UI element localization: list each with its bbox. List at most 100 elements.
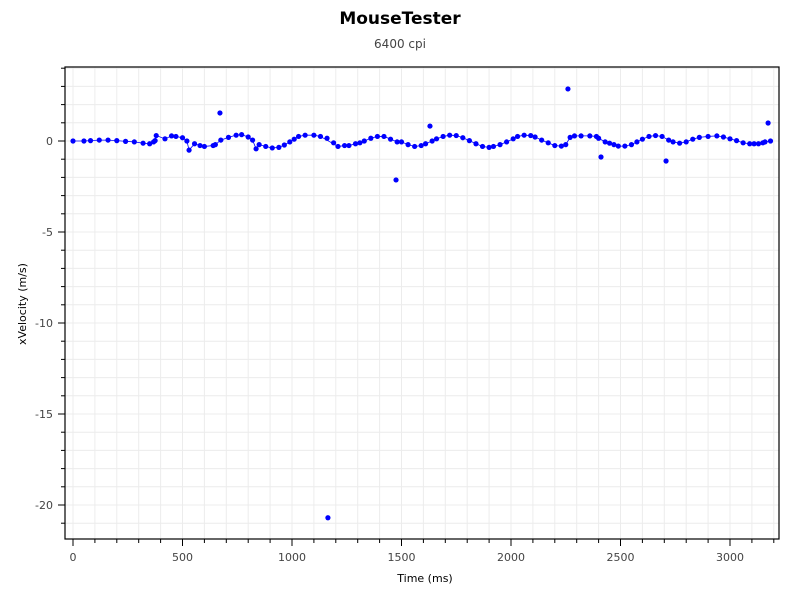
data-point [81,138,87,144]
data-point [677,140,683,146]
data-point [412,143,418,150]
x-axis-label: Time (ms) [396,572,452,585]
y-tick-label: -10 [35,317,53,330]
data-point [486,144,492,150]
data-point [634,139,640,145]
data-point [168,133,175,139]
y-tick-label: -20 [35,499,53,512]
chart-title: MouseTester [339,9,461,29]
data-point [302,132,308,138]
data-point [705,133,711,140]
data-point [578,133,584,139]
data-point [429,138,435,144]
data-point [256,142,262,148]
data-point [352,141,359,147]
data-point [611,142,617,148]
data-point [558,143,564,149]
data-point [663,158,669,164]
data-point [504,139,510,145]
data-point [131,139,137,145]
data-point [218,137,224,143]
data-point [606,140,613,146]
data-point [422,141,429,147]
data-point [765,120,771,126]
y-axis-label: xVelocity (m/s) [16,263,29,345]
data-point [398,139,405,145]
data-point [249,137,256,143]
data-point [767,138,774,144]
data-point [460,135,466,141]
data-point [598,154,604,160]
data-point [514,133,521,140]
data-point [552,142,558,149]
data-point [311,132,317,138]
data-point [374,133,381,140]
data-point [186,147,192,153]
data-point [291,136,297,142]
data-point [615,143,621,149]
data-point [571,133,578,139]
data-point [596,135,602,141]
data-point [191,141,198,147]
data-point [212,142,218,148]
data-point [690,136,696,142]
data-point [346,142,352,149]
data-point [602,139,608,145]
data-point [381,133,387,140]
data-point [341,142,348,149]
data-point [539,137,545,143]
data-point [357,140,363,146]
data-point [201,143,207,150]
axes: 0 500 1000 1500 2000 2500 3000 0 -5 -10 -15 -20 [35,66,780,564]
data-point [659,133,665,140]
data-point [532,134,538,140]
data-point [197,142,203,149]
data-point [528,132,534,139]
series-markers [70,86,774,521]
data-point [646,133,652,140]
data-point [105,137,111,143]
data-point [225,134,232,140]
gridlines [65,67,779,539]
data-point [567,134,573,140]
data-point [683,139,689,145]
data-point [331,140,337,146]
data-point [652,132,659,139]
data-point [747,141,753,147]
data-point [545,140,551,146]
data-point [696,134,702,140]
data-point [479,143,486,150]
data-point [720,134,727,140]
chart-subtitle: 6400 cpi [374,37,426,51]
data-point [622,143,628,149]
data-point [587,133,593,139]
data-point [317,133,324,140]
data-point [639,136,646,142]
y-tick-label: -5 [42,226,53,239]
data-point [152,138,158,144]
x-tick-label: 0 [70,551,77,564]
data-point [239,132,245,138]
data-point [140,140,146,146]
data-point [245,134,251,140]
data-point [276,144,282,150]
data-point [405,142,411,148]
data-point [295,133,302,140]
data-point [670,139,676,145]
data-point [565,86,571,92]
data-point [114,138,120,144]
data-point [173,133,179,140]
data-point [147,141,153,147]
data-point [122,138,129,144]
data-point [281,142,287,148]
data-point [740,140,746,146]
data-point [263,143,269,150]
data-point [325,515,331,521]
data-point [70,138,76,144]
data-point [563,142,569,148]
data-point [447,132,453,138]
data-point [387,136,394,142]
data-point [490,143,497,150]
data-point [418,142,424,149]
data-point [666,137,672,143]
